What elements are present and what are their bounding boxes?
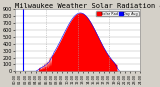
Legend: Solar Rad, Day Avg: Solar Rad, Day Avg [96, 11, 139, 16]
Text: Milwaukee Weather Solar Radiation & Day Average per Minute (Today): Milwaukee Weather Solar Radiation & Day … [15, 3, 160, 9]
